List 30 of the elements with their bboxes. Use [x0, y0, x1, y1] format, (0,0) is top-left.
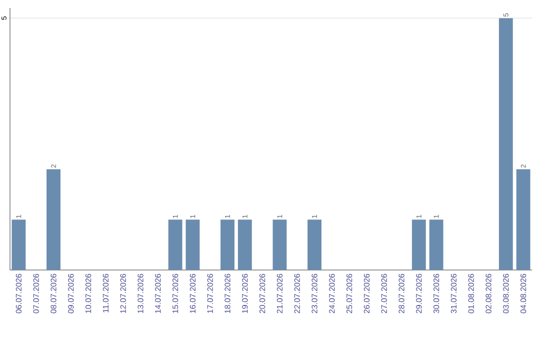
x-tick-label: 16.07.2026 — [190, 274, 196, 313]
x-tick-label: 25.07.2026 — [346, 274, 352, 314]
x-tick-label: 27.07.2026 — [381, 274, 387, 314]
x-tick-label: 23.07.2026 — [312, 274, 318, 314]
x-tick-label: 04.08.2026 — [520, 274, 526, 314]
x-tick-label: 01.08.2026 — [468, 274, 474, 314]
x-tick-label: 06.07.2026 — [16, 274, 22, 314]
x-tick-label: 21.07.2026 — [276, 274, 283, 314]
x-tick-label: 14.07.2026 — [155, 274, 161, 313]
x-tick-label: 07.07.2026 — [33, 274, 39, 314]
x-tick-label: 30.07.2026 — [433, 274, 440, 314]
x-tick-label: 03.08.2026 — [503, 274, 509, 314]
x-tick-label: 17.07.2026 — [207, 274, 213, 313]
x-tick-label: 08.07.2026 — [50, 274, 56, 314]
x-tick-label: 02.08.2026 — [486, 274, 492, 314]
x-tick-label: 11.07.2026 — [102, 274, 109, 312]
x-tick-label: 13.07.2026 — [138, 274, 144, 313]
x-tick-label: 26.07.2026 — [364, 274, 370, 314]
x-tick-label: 24.07.2026 — [329, 274, 335, 314]
x-tick-label: 09.07.2026 — [68, 274, 74, 314]
x-tick-label: 10.07.2026 — [85, 274, 92, 313]
x-tick-label: 15.07.2026 — [172, 274, 178, 313]
x-tick-label: 28.07.2026 — [398, 274, 404, 314]
x-tick-label: 29.07.2026 — [416, 274, 422, 314]
x-tick-label: 22.07.2026 — [294, 274, 300, 314]
x-tick-label: 18.07.2026 — [224, 274, 230, 313]
x-tick-label: 12.07.2026 — [120, 274, 126, 313]
x-tick-label: 20.07.2026 — [259, 274, 266, 314]
x-tick-label: 19.07.2026 — [242, 274, 248, 313]
x-tick-label: 31.07.2026 — [450, 274, 457, 314]
